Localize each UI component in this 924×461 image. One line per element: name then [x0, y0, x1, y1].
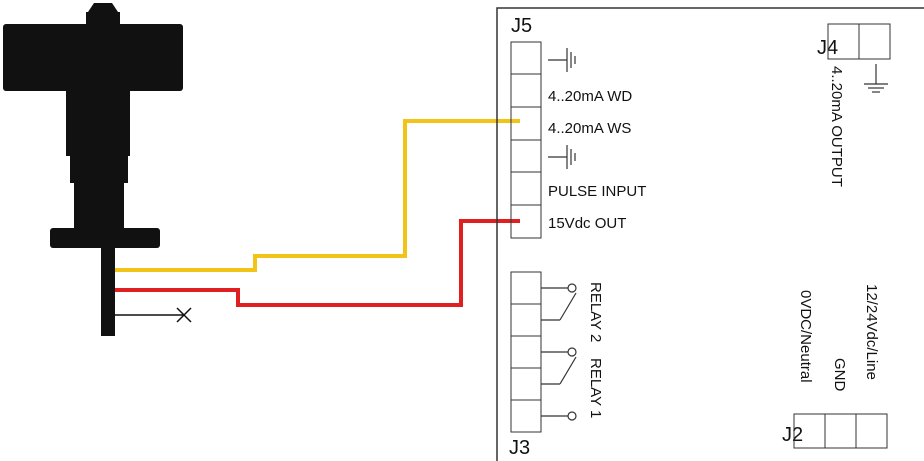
j3-terminal-block [510, 271, 542, 433]
j2-pin-line-label: 12/24Vdc/Line [863, 284, 880, 380]
j2-pin-neutral-label: 0VDC/Neutral [797, 290, 814, 383]
j2-terminal-block [793, 413, 888, 449]
j4-output-label: 4..20mA OUTPUT [828, 66, 845, 187]
sensor-head [3, 24, 183, 91]
sensor-lower-stem [70, 153, 128, 183]
relay-1-contacts [541, 347, 577, 421]
j5-pin-wd-label: 4..20mA WD [548, 88, 632, 105]
sensor-cable [101, 246, 115, 336]
board-outline [496, 7, 924, 461]
relay-2-label: RELAY 2 [587, 282, 604, 342]
sensor-tip [88, 3, 118, 12]
ground-icon [864, 64, 888, 93]
sensor-cap [86, 12, 120, 28]
relay-1-label: RELAY 1 [587, 358, 604, 418]
j2-pin-gnd-label: GND [831, 358, 848, 392]
relay-2-contacts [541, 283, 577, 321]
sensor-body [3, 3, 183, 336]
j5-pin-pulse-label: PULSE INPUT [548, 183, 646, 200]
j5-label: J5 [511, 15, 532, 37]
sensor-upper-stem [66, 88, 130, 156]
ground-icon [548, 145, 576, 169]
wire-ground-unconnected [115, 307, 192, 323]
wire-signal [115, 119, 520, 272]
j5-pin-15vdc-label: 15Vdc OUT [548, 215, 626, 232]
j3-label: J3 [509, 437, 530, 459]
j5-pin-ws-label: 4..20mA WS [548, 120, 631, 137]
j5-terminal-block [510, 41, 542, 239]
ground-icon [548, 48, 576, 72]
sensor-neck [74, 180, 124, 230]
sensor-flange [50, 228, 160, 248]
j4-terminal-block [827, 23, 891, 60]
wire-power [115, 219, 520, 307]
j2-label: J2 [782, 424, 803, 446]
